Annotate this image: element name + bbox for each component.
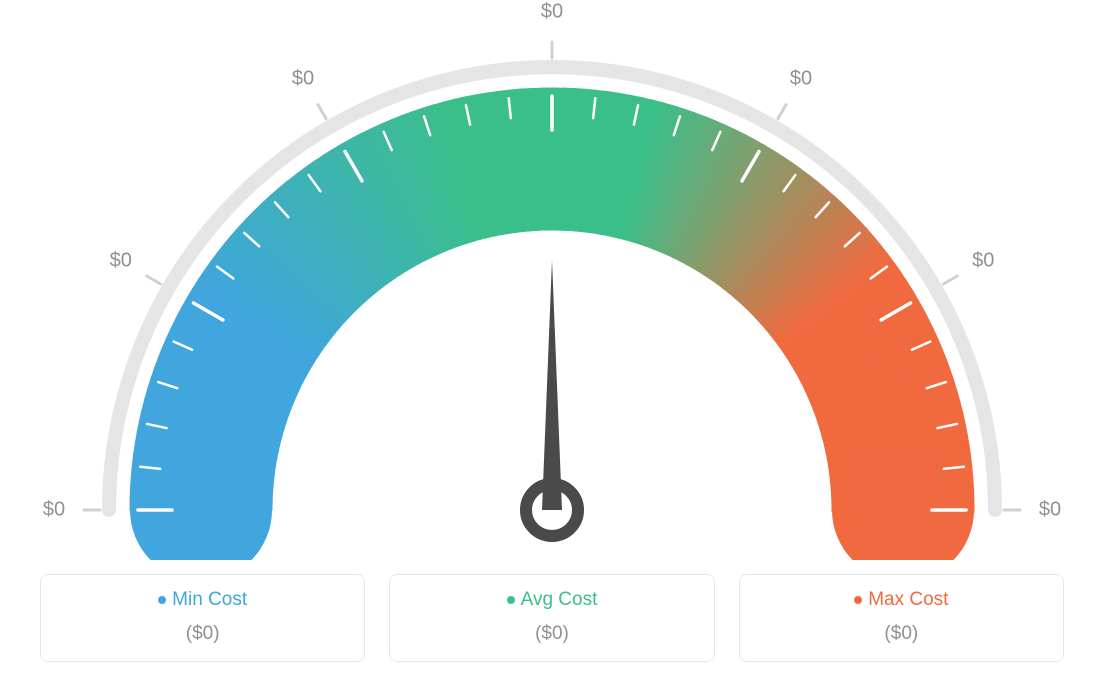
legend-row: Min Cost ($0) Avg Cost ($0) Max Cost ($0)	[40, 574, 1064, 662]
gauge-tick-label: $0	[1039, 499, 1061, 522]
gauge-tick-label: $0	[541, 1, 563, 24]
gauge-svg	[0, 0, 1104, 560]
gauge-tick-label: $0	[790, 67, 812, 90]
legend-dot-icon	[854, 596, 862, 604]
gauge-tick-label: $0	[292, 67, 314, 90]
gauge-major-tick-outer	[318, 105, 326, 119]
legend-title: Max Cost	[854, 589, 948, 611]
legend-label: Max Cost	[868, 589, 948, 611]
legend-label: Min Cost	[172, 589, 247, 611]
gauge-tick-label: $0	[43, 499, 65, 522]
gauge-major-tick-outer	[147, 276, 161, 284]
gauge-needle	[542, 260, 562, 510]
legend-title: Min Cost	[158, 589, 247, 611]
legend-dot-icon	[158, 596, 166, 604]
legend-card-max: Max Cost ($0)	[739, 574, 1064, 662]
gauge-major-tick-outer	[943, 276, 957, 284]
legend-value: ($0)	[752, 623, 1051, 645]
gauge-tick-label: $0	[110, 250, 132, 273]
legend-value: ($0)	[402, 623, 701, 645]
legend-dot-icon	[507, 596, 515, 604]
gauge-tick-label: $0	[972, 250, 994, 273]
gauge-chart: $0 $0 $0 $0 $0 $0 $0	[0, 0, 1104, 560]
legend-card-avg: Avg Cost ($0)	[389, 574, 714, 662]
legend-title: Avg Cost	[507, 589, 598, 611]
legend-label: Avg Cost	[521, 589, 598, 611]
legend-card-min: Min Cost ($0)	[40, 574, 365, 662]
gauge-major-tick-outer	[778, 105, 786, 119]
legend-value: ($0)	[53, 623, 352, 645]
